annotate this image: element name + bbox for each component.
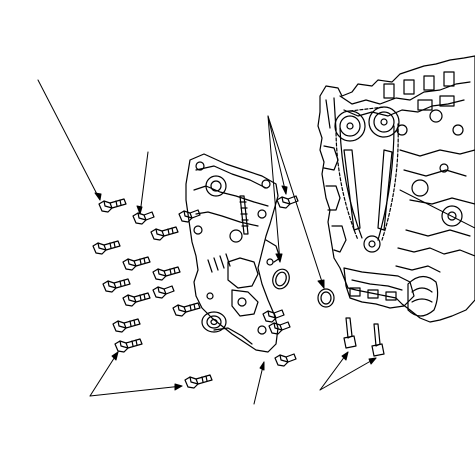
bolt-icon — [102, 278, 131, 293]
timing-chain — [334, 106, 400, 253]
o-ring-small — [272, 268, 290, 290]
bolt-icon — [114, 338, 143, 353]
stud-bolt — [239, 195, 249, 235]
bolt-icon — [92, 240, 121, 255]
bolt-icon — [152, 266, 181, 281]
block-dowel-bolts — [343, 317, 385, 357]
bolt-icon — [178, 209, 201, 223]
bolt-icon — [98, 198, 127, 213]
o-ring-large — [317, 288, 335, 308]
engine-block — [317, 55, 475, 323]
crankshaft-oil-seal — [201, 311, 227, 333]
bolt-icon — [112, 318, 141, 333]
bolt-icon — [274, 353, 297, 367]
bolt-icon — [184, 374, 213, 389]
leader-lines — [37, 79, 475, 405]
chain-case-cover — [185, 153, 281, 353]
bolt-icon — [172, 302, 201, 317]
bolt-icon — [122, 256, 151, 271]
bolt-icon — [150, 226, 179, 241]
bolt-icon — [268, 321, 291, 335]
bolt-icon — [122, 292, 151, 307]
bolt-icon — [132, 211, 155, 225]
bolt-icon — [152, 285, 175, 299]
